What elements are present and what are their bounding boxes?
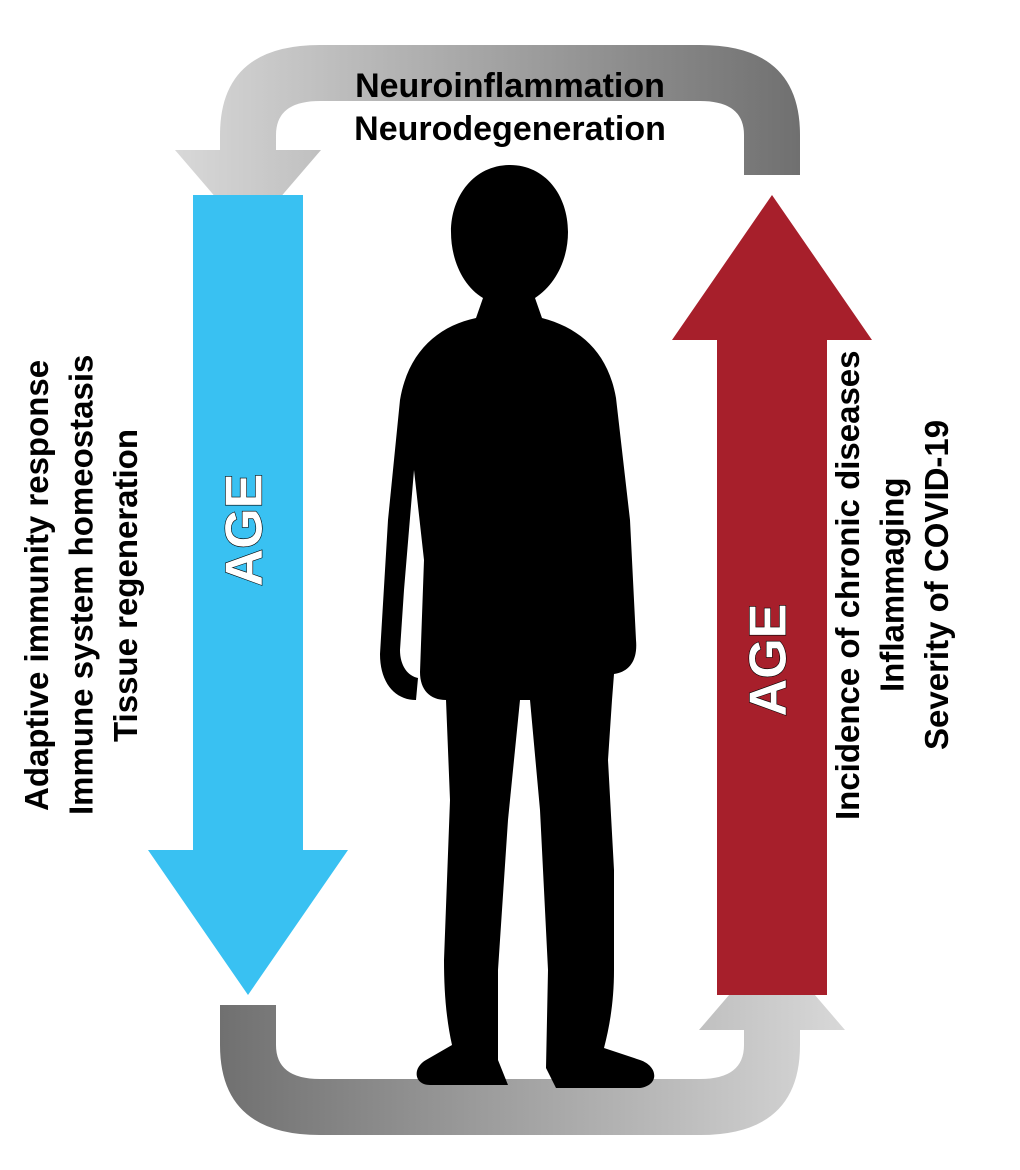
right-text-line-1: Incidence of chronic diseases <box>826 0 871 1170</box>
right-arrow-label: AGE <box>740 604 798 717</box>
left-text-block: Adaptive immunity response Immune system… <box>15 0 149 1170</box>
left-text-line-1: Adaptive immunity response <box>15 0 60 1170</box>
left-text-line-2: Immune system homeostasis <box>60 0 105 1170</box>
right-text-line-2: Inflammaging <box>871 0 916 1170</box>
right-text-line-3: Severity of COVID-19 <box>915 0 960 1170</box>
right-text-block: Incidence of chronic diseases Inflammagi… <box>826 0 960 1170</box>
aging-diagram: AGE AGE Neuroinflammation Neurodegenerat… <box>0 0 1020 1170</box>
left-text-line-3: Tissue regeneration <box>104 0 149 1170</box>
